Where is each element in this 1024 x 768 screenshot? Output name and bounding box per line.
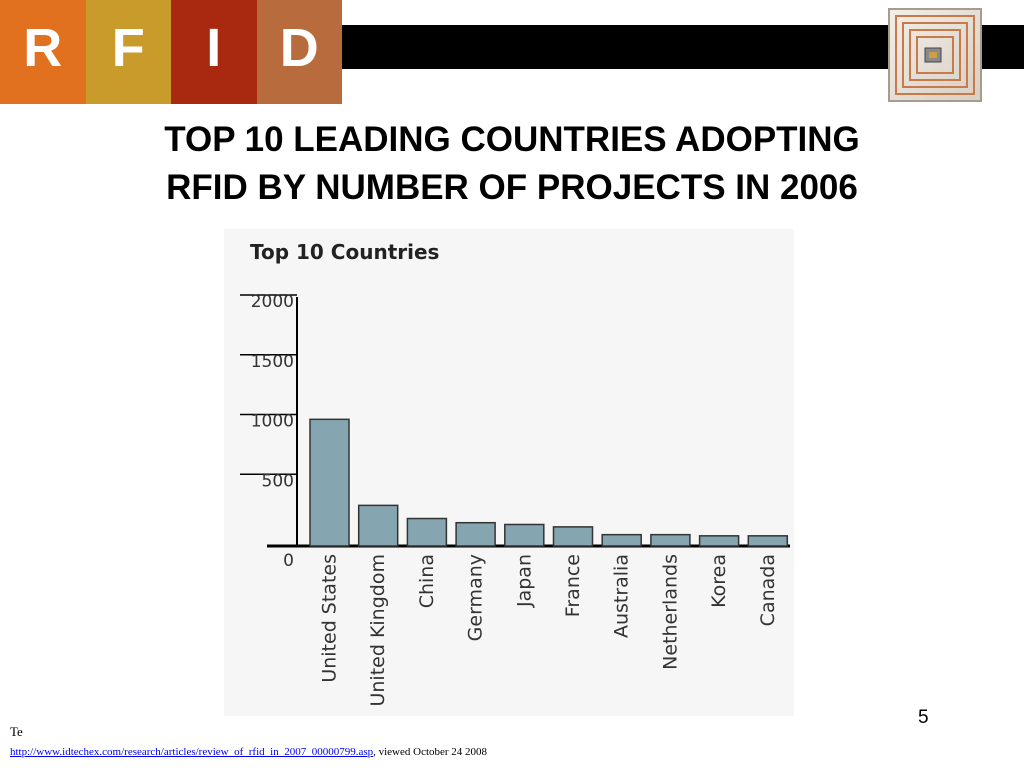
slide-title: TOP 10 LEADING COUNTRIES ADOPTING RFID B… bbox=[0, 116, 1024, 212]
y-tick-label: 1000 bbox=[251, 412, 294, 432]
viewed-text: , viewed October 24 2008 bbox=[373, 746, 488, 758]
slide-title-line-1: TOP 10 LEADING COUNTRIES ADOPTING bbox=[164, 120, 860, 159]
bar-chart: Top 10 Countries 0 500 1000 1500 2000 United… bbox=[240, 240, 790, 707]
chart-y-ticks: 0 500 1000 1500 2000 bbox=[240, 292, 297, 571]
letter-i: I bbox=[171, 0, 257, 104]
letter-d: D bbox=[256, 0, 342, 104]
footer-te: Te bbox=[10, 724, 23, 739]
source-link[interactable]: http://www.idtechex.com/research/article… bbox=[10, 746, 374, 758]
chart-bars bbox=[309, 418, 789, 547]
bar-united-kingdom bbox=[357, 504, 399, 547]
x-tick-label: Australia bbox=[611, 554, 633, 638]
x-tick-label: Japan bbox=[513, 554, 535, 608]
chart-x-labels: United States United Kingdom China Germany J… bbox=[319, 554, 779, 707]
rfid-tag-icon bbox=[888, 8, 982, 102]
bar-germany bbox=[455, 521, 496, 547]
bar-japan bbox=[504, 523, 545, 547]
x-tick-label: Netherlands bbox=[659, 554, 681, 670]
slide-title-line-2: RFID BY NUMBER OF PROJECTS IN 2006 bbox=[166, 168, 858, 207]
y-tick-label: 0 bbox=[283, 551, 294, 571]
x-tick-label: China bbox=[416, 554, 438, 608]
bar-united-states bbox=[309, 418, 350, 547]
x-tick-label: United Kingdom bbox=[367, 554, 389, 707]
x-tick-label: France bbox=[562, 554, 584, 617]
letter-f: F bbox=[85, 0, 171, 104]
source-citation: http://www.idtechex.com/research/article… bbox=[10, 746, 487, 758]
bar-china bbox=[406, 517, 448, 547]
x-tick-label: Canada bbox=[757, 554, 779, 626]
bar-netherlands bbox=[650, 533, 691, 547]
bar-france bbox=[552, 526, 594, 547]
bar-korea bbox=[698, 535, 740, 547]
chart-panel: Top 10 Countries 0 500 1000 1500 2000 United… bbox=[224, 229, 794, 716]
bar-canada bbox=[747, 535, 789, 547]
x-tick-label: Germany bbox=[465, 554, 487, 641]
rfid-letter-blocks: R F I D bbox=[0, 0, 342, 104]
bar-australia bbox=[601, 533, 642, 547]
x-tick-label: Korea bbox=[708, 554, 730, 608]
letter-r: R bbox=[0, 0, 86, 104]
page-number: 5 bbox=[918, 707, 929, 728]
y-tick-label: 2000 bbox=[251, 292, 294, 312]
y-tick-label: 1500 bbox=[251, 352, 294, 372]
chart-title: Top 10 Countries bbox=[250, 240, 439, 264]
y-tick-label: 500 bbox=[262, 471, 294, 491]
x-tick-label: United States bbox=[319, 554, 341, 683]
